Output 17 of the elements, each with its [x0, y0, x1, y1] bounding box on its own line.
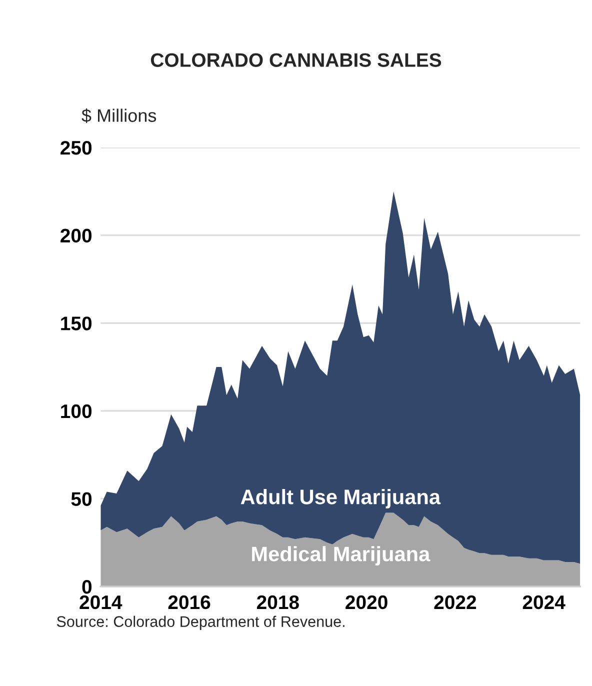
y-tick-label: 200	[60, 228, 92, 243]
series-label: Adult Use Marijuana	[240, 489, 441, 508]
x-tick-label: 2018	[256, 595, 299, 610]
x-tick-label: 2024	[522, 595, 566, 610]
series-label: Medical Marijuana	[252, 546, 430, 566]
y-tick-label: 50	[71, 492, 92, 506]
y-tick-label: 100	[61, 404, 92, 418]
x-tick-label: 2020	[346, 595, 388, 610]
y-axis-title: $ Millions	[82, 108, 156, 124]
y-tick-label: 0	[82, 580, 92, 594]
x-tick-label: 2022	[434, 595, 476, 610]
x-tick-label: 2016	[168, 595, 210, 610]
source-note: Source: Colorado Department of Revenue.	[56, 616, 344, 630]
x-tick-label: 2014	[80, 595, 122, 610]
y-tick-label: 250	[60, 140, 92, 155]
y-tick-label: 150	[61, 316, 92, 330]
chart-title: COLORADO CANNABIS SALES	[150, 53, 442, 67]
